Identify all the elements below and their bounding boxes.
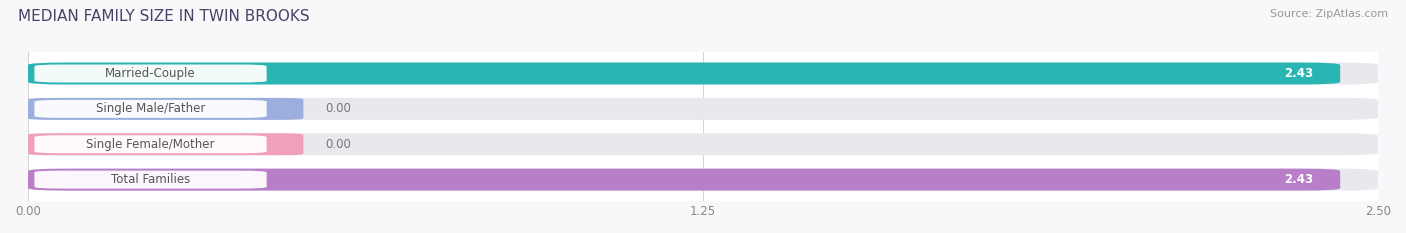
Text: Source: ZipAtlas.com: Source: ZipAtlas.com [1270, 9, 1388, 19]
Text: Total Families: Total Families [111, 173, 190, 186]
Text: Single Male/Father: Single Male/Father [96, 102, 205, 115]
Text: MEDIAN FAMILY SIZE IN TWIN BROOKS: MEDIAN FAMILY SIZE IN TWIN BROOKS [18, 9, 309, 24]
FancyBboxPatch shape [28, 169, 1378, 191]
FancyBboxPatch shape [28, 98, 1378, 120]
Text: 0.00: 0.00 [325, 102, 352, 115]
FancyBboxPatch shape [28, 133, 1378, 155]
FancyBboxPatch shape [28, 62, 1340, 85]
Text: Single Female/Mother: Single Female/Mother [86, 138, 215, 151]
FancyBboxPatch shape [34, 100, 267, 118]
FancyBboxPatch shape [34, 171, 267, 188]
FancyBboxPatch shape [28, 133, 304, 155]
FancyBboxPatch shape [28, 98, 304, 120]
FancyBboxPatch shape [34, 65, 267, 82]
FancyBboxPatch shape [28, 62, 1378, 85]
FancyBboxPatch shape [28, 169, 1340, 191]
Text: 2.43: 2.43 [1284, 67, 1313, 80]
Text: 2.43: 2.43 [1284, 173, 1313, 186]
Text: Married-Couple: Married-Couple [105, 67, 195, 80]
Text: 0.00: 0.00 [325, 138, 352, 151]
FancyBboxPatch shape [34, 135, 267, 153]
